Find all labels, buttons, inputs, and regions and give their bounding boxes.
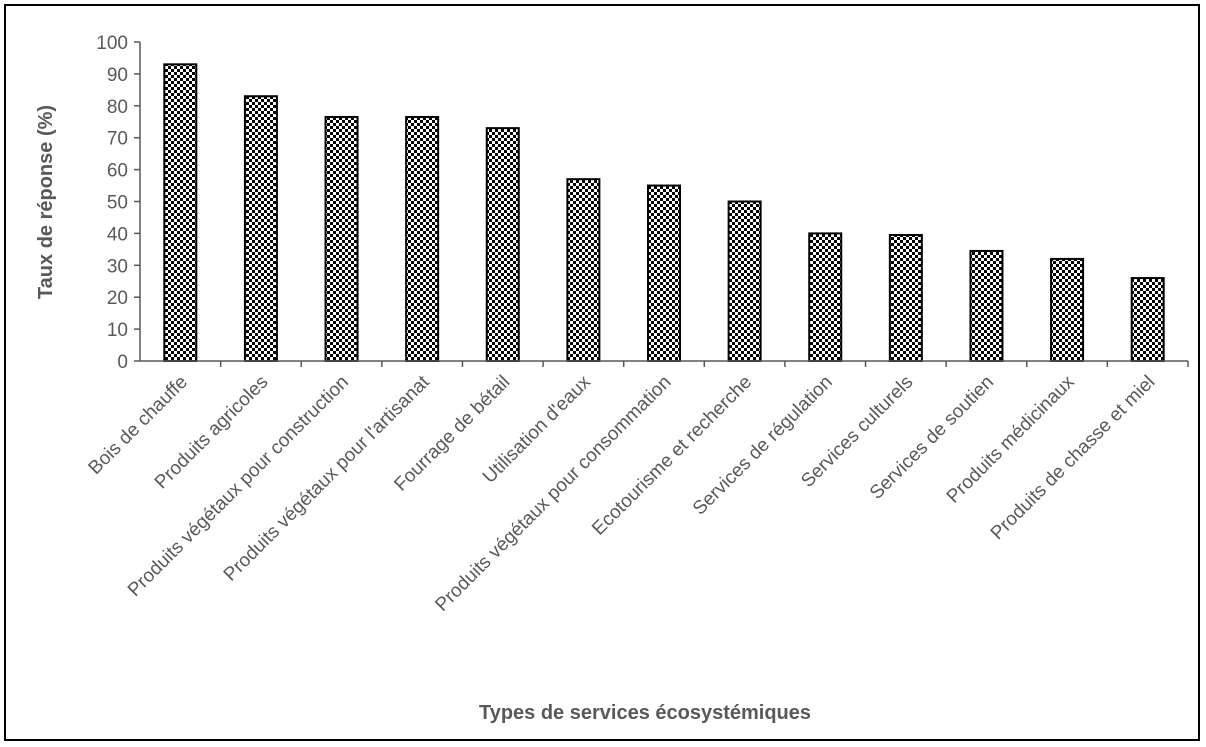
bar	[888, 233, 923, 362]
chart-frame	[4, 4, 1200, 741]
bar	[969, 249, 1004, 363]
x-tick-label: Ecotourisme et recherche	[588, 372, 756, 540]
y-tick-label: 100	[96, 33, 128, 54]
y-tick-label: 90	[107, 65, 128, 86]
y-tick-label: 40	[107, 224, 128, 245]
bars	[163, 63, 1165, 363]
bar	[808, 232, 843, 362]
y-tick-label: 60	[107, 161, 128, 182]
y-tick-label: 80	[107, 97, 128, 118]
bar	[324, 115, 359, 362]
bar	[405, 115, 440, 362]
x-tick-label: Produits de chasse et miel	[987, 372, 1159, 544]
y-tick-label: 30	[107, 256, 128, 277]
x-axis-title: Types de services écosystémiques	[479, 702, 811, 724]
y-tick-label: 50	[107, 193, 128, 214]
y-tick-label: 10	[107, 320, 128, 341]
bar	[485, 127, 520, 362]
bar	[727, 200, 762, 362]
y-tick-label: 0	[117, 352, 128, 373]
bar	[1130, 277, 1165, 362]
y-axis-title: Taux de réponse (%)	[35, 105, 57, 299]
x-tick-label: Services de régulation	[689, 372, 837, 520]
bar	[243, 95, 278, 362]
bar	[163, 63, 198, 363]
bar	[647, 184, 681, 362]
y-tick-label: 70	[107, 129, 128, 150]
bar	[566, 178, 601, 362]
bar	[1050, 257, 1085, 363]
y-axis-ticks: 0 10 20 30 40 50 60 70 80 90 100	[96, 33, 140, 373]
y-tick-label: 20	[107, 288, 128, 309]
